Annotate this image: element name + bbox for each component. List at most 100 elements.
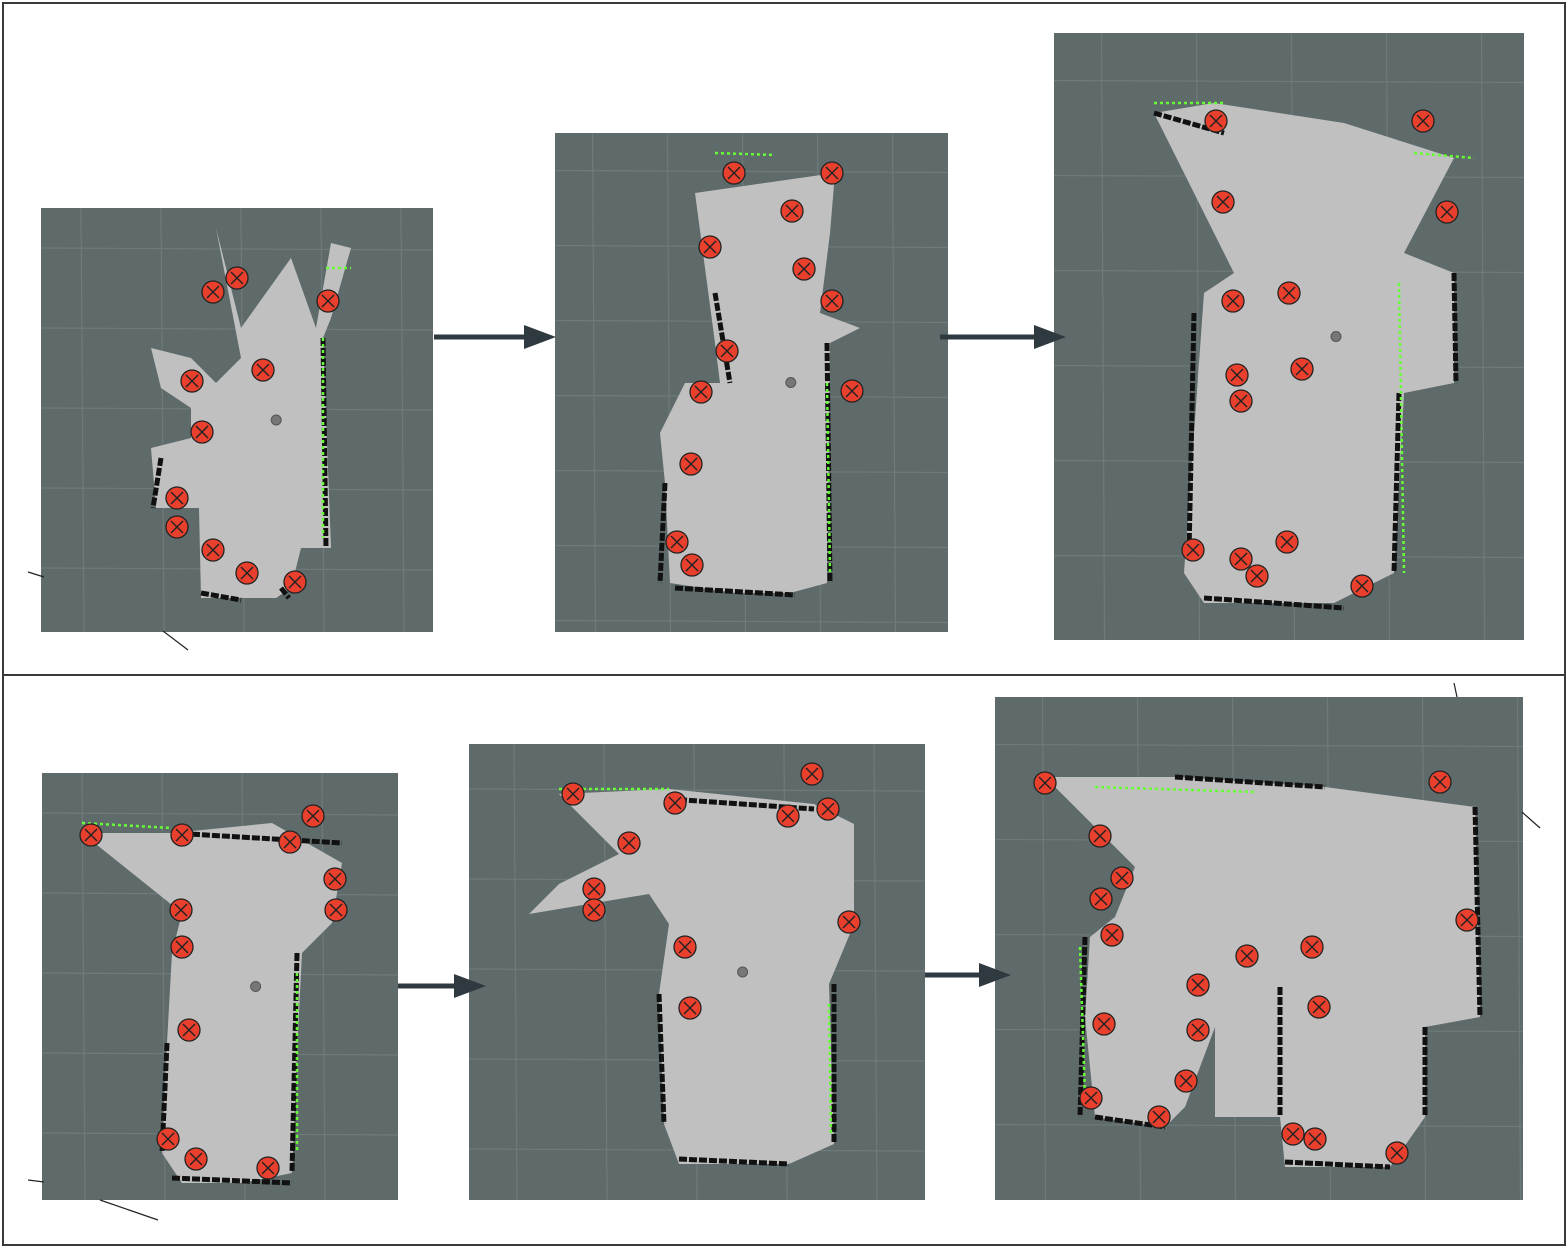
circle-x-icon <box>1186 973 1210 997</box>
circle-x-icon <box>1229 547 1253 571</box>
occupancy-grid-map <box>41 208 433 632</box>
circle-x-icon <box>1221 289 1245 313</box>
obstacle-wall <box>657 482 668 584</box>
laser-scan <box>1094 785 1256 794</box>
grid-line <box>1100 33 1106 640</box>
circle-x-icon <box>1088 824 1112 848</box>
grid-line <box>1054 79 1524 84</box>
circle-x-icon <box>1307 995 1331 1019</box>
circle-x-icon <box>1435 200 1459 224</box>
circle-x-icon <box>689 380 713 404</box>
grid-line <box>555 619 948 624</box>
grid-line <box>400 208 405 632</box>
grid-line <box>873 744 878 1200</box>
circle-x-icon <box>1411 109 1435 133</box>
circle-x-icon <box>1275 530 1299 554</box>
circle-x-icon <box>79 823 103 847</box>
obstacle-wall <box>678 1156 790 1167</box>
grid-line <box>891 133 897 632</box>
robot-icon <box>270 414 282 426</box>
grid-line <box>469 788 925 792</box>
arrow-right-icon <box>434 325 556 349</box>
circle-x-icon <box>679 452 703 476</box>
occupancy-grid-map <box>555 133 948 632</box>
laser-scan <box>1078 946 1087 1098</box>
circle-x-icon <box>680 553 704 577</box>
laser-scan <box>825 382 832 574</box>
circle-x-icon <box>1100 923 1124 947</box>
circle-x-icon <box>663 791 687 815</box>
obstacle-wall <box>1094 1114 1166 1130</box>
circle-x-icon <box>169 898 193 922</box>
circle-x-icon <box>820 161 844 185</box>
grid-line <box>995 1123 1523 1128</box>
laser-scan <box>1397 282 1406 574</box>
arrow-right-icon <box>925 963 1011 987</box>
circle-x-icon <box>800 762 824 786</box>
circle-x-icon <box>715 339 739 363</box>
circle-x-icon <box>617 831 641 855</box>
circle-x-icon <box>165 515 189 539</box>
occupancy-grid-map <box>469 744 925 1200</box>
circle-x-icon <box>323 867 347 891</box>
circle-x-icon <box>792 257 816 281</box>
obstacle-wall <box>171 830 343 846</box>
grid-line <box>42 812 398 816</box>
circle-x-icon <box>170 823 194 847</box>
circle-x-icon <box>251 358 275 382</box>
laser-scan <box>1413 151 1475 160</box>
obstacle-wall <box>171 1175 293 1186</box>
circle-x-icon <box>1290 357 1314 381</box>
circle-x-icon <box>698 235 722 259</box>
robot-icon <box>785 377 797 388</box>
circle-x-icon <box>1211 190 1235 214</box>
circle-x-icon <box>235 561 259 585</box>
circle-x-icon <box>324 898 348 922</box>
circle-x-icon <box>1174 1069 1198 1093</box>
map-row1-stage3 <box>1054 33 1524 640</box>
obstacle-wall <box>1284 1159 1391 1170</box>
circle-x-icon <box>301 804 325 828</box>
circle-x-icon <box>1300 935 1324 959</box>
grid-line <box>513 744 518 1200</box>
circle-x-icon <box>1229 389 1253 413</box>
circle-x-icon <box>1245 564 1269 588</box>
circle-x-icon <box>1455 908 1479 932</box>
circle-x-icon <box>1110 866 1134 890</box>
circle-x-icon <box>1092 1012 1116 1036</box>
robot-icon <box>250 981 262 992</box>
circle-x-icon <box>837 910 861 934</box>
free-space-region <box>1215 957 1285 1117</box>
obstacle-wall <box>1451 272 1459 384</box>
circle-x-icon <box>1181 538 1205 562</box>
map-row2-stage2 <box>469 744 925 1200</box>
grid-line <box>1516 697 1522 1200</box>
grid-line <box>555 169 948 174</box>
grid-line <box>80 208 85 632</box>
circle-x-icon <box>201 538 225 562</box>
free-space-region <box>1045 777 1480 1167</box>
obstacle-wall <box>289 952 300 1174</box>
occupancy-grid-map <box>42 773 398 1200</box>
circle-x-icon <box>665 530 689 554</box>
circle-x-icon <box>184 1147 208 1171</box>
circle-x-icon <box>776 804 800 828</box>
grid-line <box>160 208 165 632</box>
circle-x-icon <box>840 379 864 403</box>
circle-x-icon <box>722 161 746 185</box>
circle-x-icon <box>1303 1127 1327 1151</box>
circle-x-icon <box>582 898 606 922</box>
circle-x-icon <box>1033 771 1057 795</box>
occupancy-grid-map <box>1054 33 1524 640</box>
map-row2-stage1 <box>42 773 398 1200</box>
free-space-region <box>82 823 342 1183</box>
robot-icon <box>737 966 749 978</box>
circle-x-icon <box>816 797 840 821</box>
circle-x-icon <box>165 486 189 510</box>
circle-x-icon <box>561 782 585 806</box>
obstacle-wall <box>712 292 733 384</box>
circle-x-icon <box>1225 363 1249 387</box>
circle-x-icon <box>316 289 340 313</box>
map-row2-stage3 <box>995 697 1523 1200</box>
